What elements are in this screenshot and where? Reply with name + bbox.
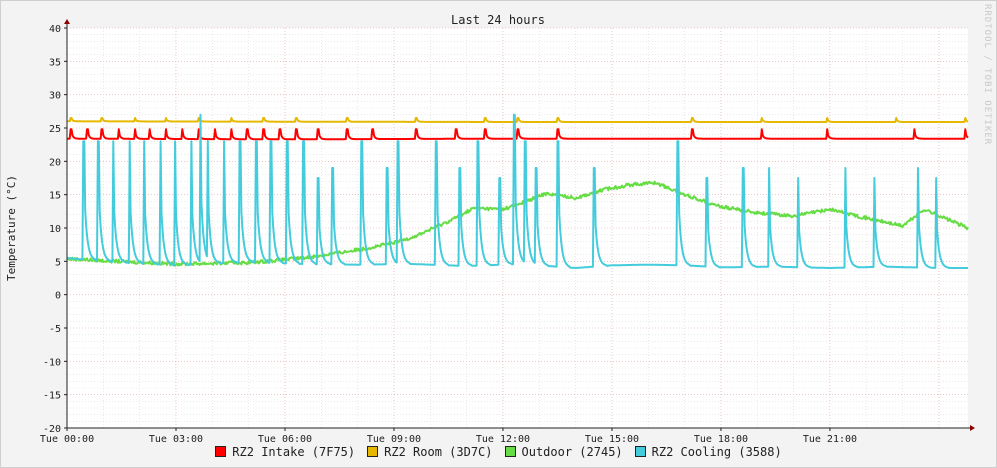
y-tick-label: -20 (43, 424, 61, 435)
x-tick-labels: Tue 00:00 Tue 03:00 Tue 06:00 Tue 09:00 Tue … (40, 428, 857, 445)
x-tick-label: Tue 03:00 (149, 434, 203, 445)
axes (64, 19, 975, 431)
x-tick-label: Tue 09:00 (367, 434, 421, 445)
series-line-1 (66, 117, 969, 123)
y-axis-label: Temperature (°C) (5, 175, 18, 281)
y-tick-label: 20 (49, 157, 61, 168)
series-lines (66, 113, 969, 269)
legend-item: Outdoor (2745) (504, 445, 623, 459)
y-tick-label: 15 (49, 191, 61, 202)
y-axis-arrow (64, 19, 70, 24)
x-tick-label: Tue 15:00 (585, 434, 639, 445)
y-tick-label: 0 (55, 291, 61, 302)
x-axis-arrow (970, 425, 975, 431)
y-tick-label: -5 (49, 324, 61, 335)
chart-legend: RZ2 Intake (7F75) RZ2 Room (3D7C) Outdoor … (0, 445, 997, 459)
legend-item: RZ2 Intake (7F75) (215, 445, 355, 459)
legend-swatch (367, 446, 379, 457)
legend-swatch (634, 446, 646, 457)
y-tick-label: 35 (49, 57, 61, 68)
legend-label: Outdoor (2745) (521, 445, 623, 459)
legend-label: RZ2 Intake (7F75) (232, 445, 356, 459)
series-line-0 (66, 128, 969, 141)
legend-swatch (504, 446, 516, 457)
series-line-3 (66, 113, 969, 269)
y-tick-label: 5 (55, 257, 61, 268)
y-tick-label: 25 (49, 124, 61, 135)
legend-item: RZ2 Room (3D7C) (367, 445, 493, 459)
x-tick-label: Tue 06:00 (258, 434, 312, 445)
y-tick-label: 40 (49, 24, 61, 35)
series-line-2 (66, 180, 969, 267)
legend-swatch (215, 446, 227, 457)
y-tick-label: 30 (49, 91, 61, 102)
rrdtool-watermark: RRDTOOL / TOBI OETIKER (982, 4, 992, 146)
x-tick-label: Tue 12:00 (476, 434, 530, 445)
x-tick-label: Tue 18:00 (694, 434, 748, 445)
chart-title: Last 24 hours (451, 13, 545, 27)
x-tick-label: Tue 21:00 (803, 434, 857, 445)
y-tick-label: -15 (43, 391, 61, 402)
legend-label: RZ2 Room (3D7C) (384, 445, 493, 459)
x-tick-label: Tue 00:00 (40, 434, 94, 445)
y-tick-label: 10 (49, 224, 61, 235)
y-tick-labels: 40 35 30 25 20 15 10 5 0 -5 -10 -15 -20 (43, 24, 67, 435)
legend-label: RZ2 Cooling (3588) (651, 445, 782, 459)
y-tick-label: -10 (43, 357, 61, 368)
legend-item: RZ2 Cooling (3588) (634, 445, 782, 459)
